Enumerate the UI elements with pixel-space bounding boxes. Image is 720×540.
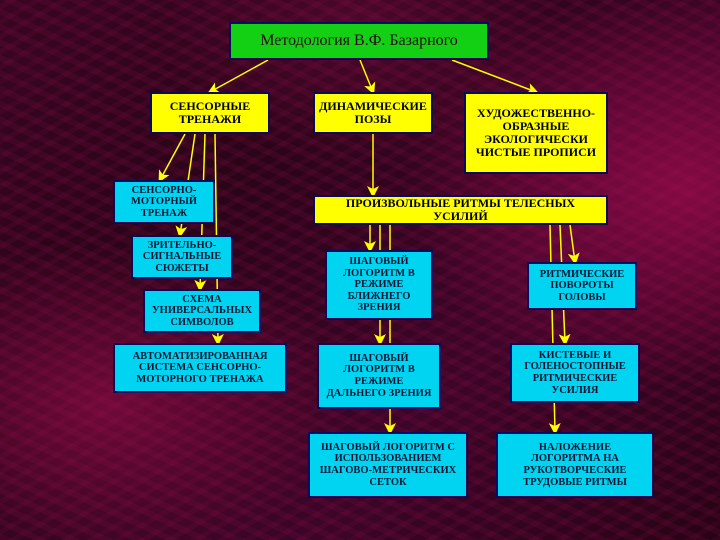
node-dynamic-poses: ДИНАМИЧЕСКИЕ ПОЗЫ bbox=[313, 92, 433, 134]
label: ШАГОВЫЙ ЛОГОРИТМ В РЕЖИМЕ ДАЛЬНЕГО ЗРЕНИ… bbox=[325, 353, 433, 399]
label: ЗРИТЕЛЬНО-СИГНАЛЬНЫЕ СЮЖЕТЫ bbox=[139, 240, 225, 275]
node-sensory-training: СЕНСОРНЫЕ ТРЕНАЖИ bbox=[150, 92, 270, 134]
label: СЕНСОРНЫЕ ТРЕНАЖИ bbox=[158, 100, 262, 126]
label: КИСТЕВЫЕ И ГОЛЕНОСТОПНЫЕ РИТМИЧЕСКИЕ УСИ… bbox=[518, 350, 632, 396]
node-voluntary-rhythms: ПРОИЗВОЛЬНЫЕ РИТМЫ ТЕЛЕСНЫХ УСИЛИЙ bbox=[313, 195, 608, 225]
node-automated-system: АВТОМАТИЗИРОВАННАЯ СИСТЕМА СЕНСОРНО-МОТО… bbox=[113, 343, 287, 393]
title-box: Методология В.Ф. Базарного bbox=[229, 22, 489, 60]
label: ШАГОВЫЙ ЛОГОРИТМ С ИСПОЛЬЗОВАНИЕМ ШАГОВО… bbox=[316, 442, 460, 488]
label: ПРОИЗВОЛЬНЫЕ РИТМЫ ТЕЛЕСНЫХ УСИЛИЙ bbox=[321, 197, 600, 223]
node-artistic-writing: ХУДОЖЕСТВЕННО-ОБРАЗНЫЕ ЭКОЛОГИЧЕСКИ ЧИСТ… bbox=[464, 92, 608, 174]
node-overlay-labor-rhythms: НАЛОЖЕНИЕ ЛОГОРИТМА НА РУКОТВОРЧЕСКИЕ ТР… bbox=[496, 432, 654, 498]
label: СХЕМА УНИВЕРСАЛЬНЫХ СИМВОЛОВ bbox=[151, 294, 253, 329]
label: ДИНАМИЧЕСКИЕ ПОЗЫ bbox=[319, 100, 427, 126]
title-text: Методология В.Ф. Базарного bbox=[260, 32, 458, 50]
label: РИТМИЧЕСКИЕ ПОВОРОТЫ ГОЛОВЫ bbox=[535, 269, 629, 304]
node-wrist-ankle-efforts: КИСТЕВЫЕ И ГОЛЕНОСТОПНЫЕ РИТМИЧЕСКИЕ УСИ… bbox=[510, 343, 640, 403]
label: НАЛОЖЕНИЕ ЛОГОРИТМА НА РУКОТВОРЧЕСКИЕ ТР… bbox=[504, 442, 646, 488]
label: СЕНСОРНО-МОТОРНЫЙ ТРЕНАЖ bbox=[121, 185, 207, 220]
node-head-turns: РИТМИЧЕСКИЕ ПОВОРОТЫ ГОЛОВЫ bbox=[527, 262, 637, 310]
label: АВТОМАТИЗИРОВАННАЯ СИСТЕМА СЕНСОРНО-МОТО… bbox=[121, 351, 279, 386]
node-universal-symbols: СХЕМА УНИВЕРСАЛЬНЫХ СИМВОЛОВ bbox=[143, 289, 261, 333]
node-step-near-vision: ШАГОВЫЙ ЛОГОРИТМ В РЕЖИМЕ БЛИЖНЕГО ЗРЕНИ… bbox=[325, 250, 433, 320]
node-step-far-vision: ШАГОВЫЙ ЛОГОРИТМ В РЕЖИМЕ ДАЛЬНЕГО ЗРЕНИ… bbox=[317, 343, 441, 409]
node-visual-signal-plots: ЗРИТЕЛЬНО-СИГНАЛЬНЫЕ СЮЖЕТЫ bbox=[131, 235, 233, 279]
label: ХУДОЖЕСТВЕННО-ОБРАЗНЫЕ ЭКОЛОГИЧЕСКИ ЧИСТ… bbox=[472, 107, 600, 160]
node-step-metric-grids: ШАГОВЫЙ ЛОГОРИТМ С ИСПОЛЬЗОВАНИЕМ ШАГОВО… bbox=[308, 432, 468, 498]
label: ШАГОВЫЙ ЛОГОРИТМ В РЕЖИМЕ БЛИЖНЕГО ЗРЕНИ… bbox=[333, 256, 425, 314]
node-sensomotor-training: СЕНСОРНО-МОТОРНЫЙ ТРЕНАЖ bbox=[113, 180, 215, 224]
